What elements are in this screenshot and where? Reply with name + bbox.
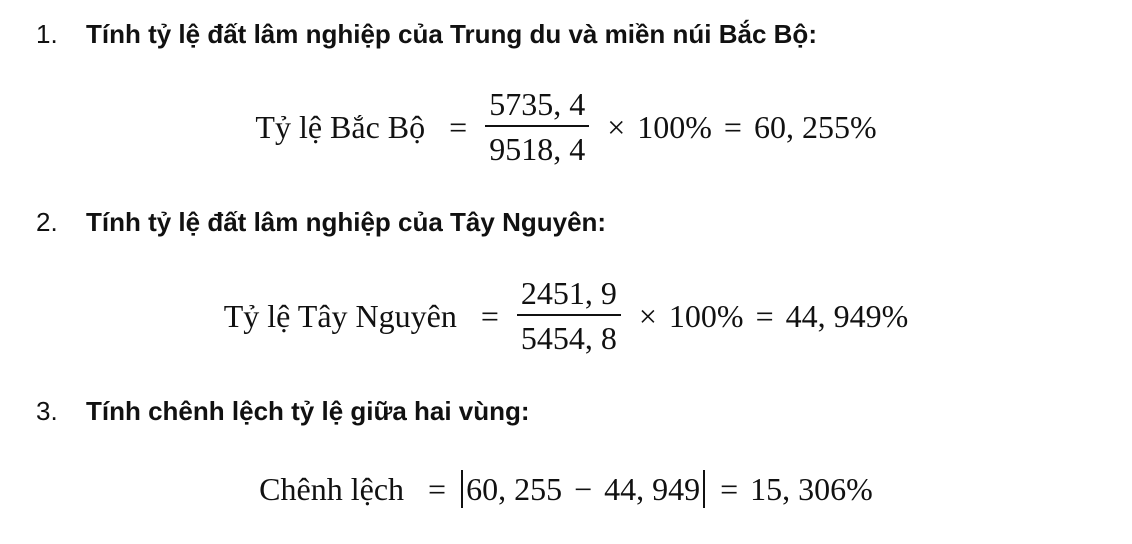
equals-sign: = [480, 297, 499, 334]
fraction-bar [516, 314, 621, 316]
fraction-denominator: 9518, 4 [489, 131, 586, 167]
step-number: 3. [36, 396, 58, 426]
step-2-heading: 2. Tính tỷ lệ đất lâm nghiệp của Tây Ngu… [36, 207, 606, 237]
equals-sign: = [428, 471, 447, 507]
fraction-numerator: 2451, 9 [520, 275, 617, 311]
fraction-denominator: 5454, 8 [520, 320, 617, 356]
percent-factor: 100% [637, 108, 712, 145]
formula-lhs: Tỷ lệ Tây Nguyên [223, 297, 457, 334]
fraction: 5735, 4 9518, 4 [485, 86, 590, 167]
abs-right-operand: 44, 949 [604, 471, 701, 507]
formula-tay-nguyen: Tỷ lệ Tây Nguyên = 2451, 9 5454, 8 × 100… [0, 275, 1132, 356]
times-sign: × [607, 108, 626, 145]
step-title: Tính tỷ lệ đất lâm nghiệp của Trung du v… [86, 19, 817, 49]
step-number: 1. [36, 19, 58, 49]
step-title: Tính tỷ lệ đất lâm nghiệp của Tây Nguyên… [86, 207, 607, 237]
step-number: 2. [36, 207, 58, 237]
abs-bar-right [703, 470, 706, 508]
equals-sign: = [720, 471, 739, 507]
step-3-heading: 3. Tính chênh lệch tỷ lệ giữa hai vùng: [36, 396, 530, 426]
fraction: 2451, 9 5454, 8 [516, 275, 621, 356]
times-sign: × [638, 297, 657, 334]
equals-sign: = [723, 108, 742, 145]
percent-factor: 100% [668, 297, 744, 334]
abs-left-operand: 60, 255 [466, 471, 563, 507]
formula-lhs: Tỷ lệ Bắc Bộ [255, 108, 426, 145]
formula-result: 60, 255% [753, 108, 877, 145]
formula-result: 15, 306% [750, 471, 873, 507]
formula-bac-bo: Tỷ lệ Bắc Bộ = 5735, 4 9518, 4 × 100% = … [0, 86, 1132, 167]
step-title: Tính chênh lệch tỷ lệ giữa hai vùng: [86, 396, 530, 426]
formula-chenh-lech: Chênh lệch = 60, 255 − 44, 949 = 15, 306… [0, 470, 1132, 508]
fraction-bar [485, 125, 590, 127]
equals-sign: = [755, 297, 774, 334]
abs-bar-left [461, 470, 464, 508]
minus-sign: − [574, 471, 593, 507]
step-1-heading: 1. Tính tỷ lệ đất lâm nghiệp của Trung d… [36, 19, 817, 49]
absolute-value: 60, 255 − 44, 949 [458, 470, 708, 508]
formula-lhs: Chênh lệch [259, 471, 405, 507]
fraction-numerator: 5735, 4 [489, 86, 586, 122]
equals-sign: = [449, 108, 468, 145]
formula-result: 44, 949% [785, 297, 909, 334]
